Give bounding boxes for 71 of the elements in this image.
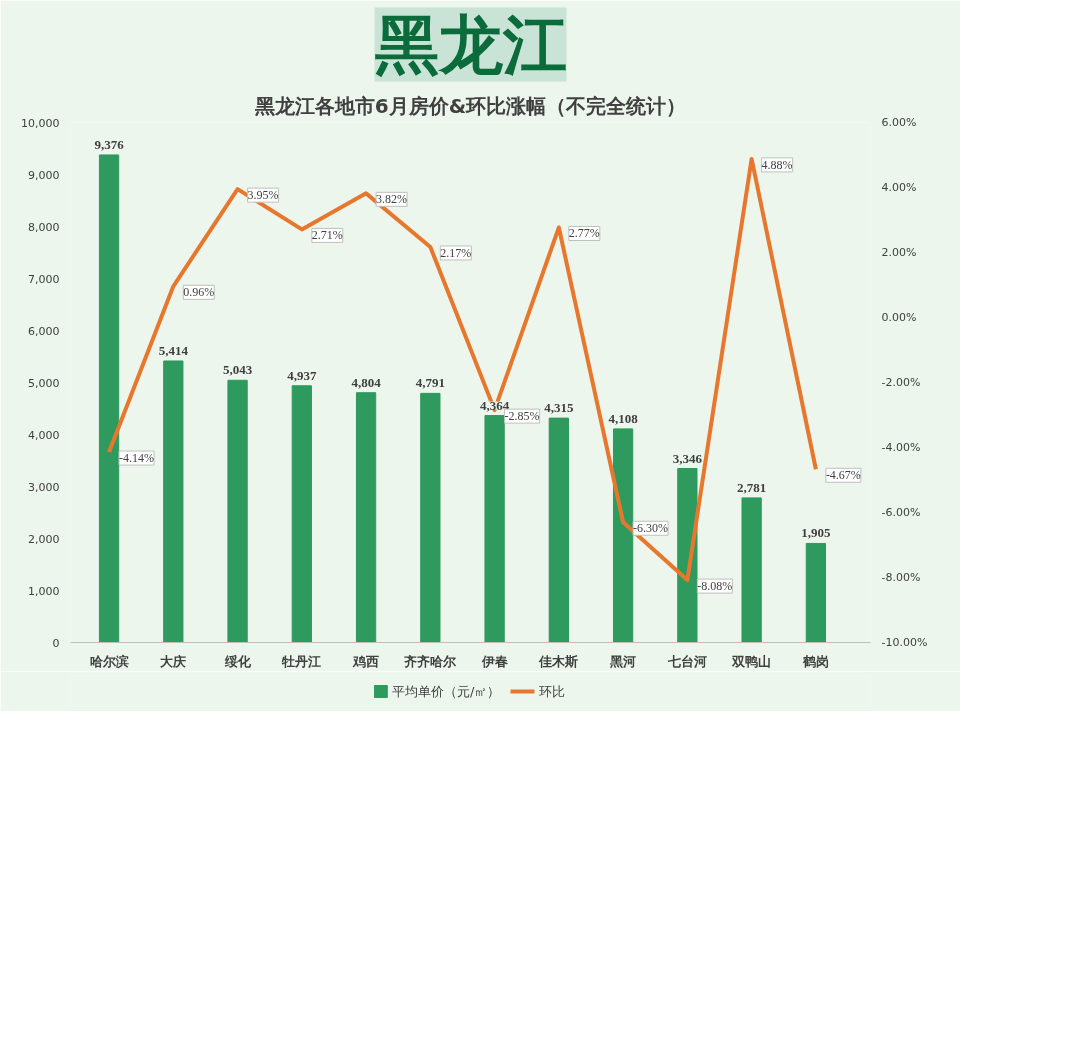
bar <box>741 497 762 643</box>
bar <box>805 542 827 643</box>
x-tick-label: 绥化 <box>223 653 252 669</box>
data-label: 3.82% <box>376 192 408 207</box>
y2-tick-label: 4.00% <box>881 181 917 194</box>
y-tick-label: 6,000 <box>28 324 60 338</box>
data-label: 1,905 <box>801 525 832 541</box>
bar <box>484 415 505 643</box>
y2-tick-label: 2.00% <box>881 246 917 259</box>
data-label: -2.85% <box>504 409 540 424</box>
x-tick-label: 黑河 <box>609 653 637 669</box>
y-tick-label: 10,000 <box>21 116 60 130</box>
y2-tick-label: -6.00% <box>881 506 921 519</box>
y-tick-label: 3,000 <box>28 480 60 494</box>
data-label: 4,315 <box>544 400 574 416</box>
data-label: 9,376 <box>94 136 125 152</box>
data-label: -8.08% <box>697 579 733 594</box>
data-label: 3.95% <box>247 188 279 203</box>
legend-label: 平均单价（元/㎡） <box>392 684 501 699</box>
bar <box>548 417 569 643</box>
x-tick-label: 大庆 <box>160 653 187 669</box>
data-label: 3,346 <box>672 450 703 466</box>
x-tick-label: 牡丹江 <box>281 653 322 669</box>
data-label: 2.17% <box>440 245 472 260</box>
y2-tick-label: 6.00% <box>881 116 917 129</box>
x-tick-label: 双鸭山 <box>731 653 772 669</box>
bar <box>98 154 120 643</box>
chart-subtitle: 黑龙江各地市6月房价&环比涨幅（不完全统计） <box>253 93 687 118</box>
x-tick-label: 佳木斯 <box>538 653 579 669</box>
bar <box>355 392 377 643</box>
bar <box>677 468 698 643</box>
data-label: 2.77% <box>568 226 600 241</box>
x-tick-label: 鸡西 <box>352 653 380 669</box>
data-label: 2.71% <box>311 228 343 243</box>
data-label: 4.88% <box>761 157 793 172</box>
x-tick-label: 哈尔滨 <box>89 653 129 669</box>
y-tick-label: 9,000 <box>28 168 60 182</box>
bar <box>227 379 248 643</box>
y2-tick-label: -8.00% <box>881 571 921 584</box>
data-label: -6.30% <box>633 521 669 536</box>
bar <box>291 385 312 643</box>
bar <box>420 392 441 643</box>
y-tick-label: 4,000 <box>28 428 60 442</box>
data-label: 4,937 <box>287 367 317 383</box>
x-tick-label: 伊春 <box>480 653 508 669</box>
y-tick-label: 8,000 <box>28 220 60 234</box>
bar <box>612 428 634 643</box>
y-tick-label: 0 <box>52 636 60 650</box>
y2-tick-label: -2.00% <box>881 376 921 389</box>
data-label: 0.96% <box>183 285 215 300</box>
data-label: 2,781 <box>737 479 767 495</box>
legend-label: 环比 <box>539 684 566 699</box>
y-tick-label: 1,000 <box>28 584 60 598</box>
y-tick-label: 2,000 <box>28 532 60 546</box>
data-label: 4,804 <box>351 374 382 390</box>
y-tick-label: 7,000 <box>28 272 60 286</box>
x-tick-label: 齐齐哈尔 <box>404 653 458 669</box>
data-label: 4,108 <box>608 410 639 426</box>
bar <box>163 360 184 643</box>
y2-tick-label: -4.00% <box>881 441 921 454</box>
y2-tick-label: -10.00% <box>881 636 928 649</box>
chart-title: 黑龙江 <box>374 7 567 82</box>
data-label: 5,043 <box>222 362 253 378</box>
y-tick-label: 5,000 <box>28 376 60 390</box>
x-tick-label: 七台河 <box>666 653 707 669</box>
data-label: -4.67% <box>825 468 861 483</box>
x-tick-label: 鹤岗 <box>801 653 829 669</box>
data-label: 5,414 <box>158 342 189 358</box>
data-label: 4,791 <box>415 375 445 391</box>
y2-tick-label: 0.00% <box>881 311 917 324</box>
data-label: -4.14% <box>119 451 155 466</box>
